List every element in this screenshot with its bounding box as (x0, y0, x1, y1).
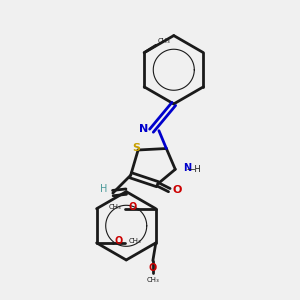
Text: CH₃: CH₃ (158, 38, 170, 44)
Text: O: O (115, 236, 123, 246)
Text: —H: —H (187, 165, 201, 174)
Text: O: O (149, 263, 157, 273)
Text: H: H (100, 184, 108, 194)
Text: CH₃: CH₃ (128, 238, 141, 244)
Text: O: O (172, 185, 182, 195)
Text: S: S (133, 142, 141, 153)
Text: CH₃: CH₃ (109, 204, 122, 210)
Text: N: N (140, 124, 149, 134)
Text: N: N (183, 164, 191, 173)
Text: CH₃: CH₃ (146, 277, 159, 283)
Text: O: O (128, 202, 136, 212)
